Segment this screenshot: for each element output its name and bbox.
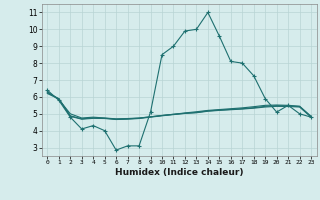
X-axis label: Humidex (Indice chaleur): Humidex (Indice chaleur) bbox=[115, 168, 244, 177]
